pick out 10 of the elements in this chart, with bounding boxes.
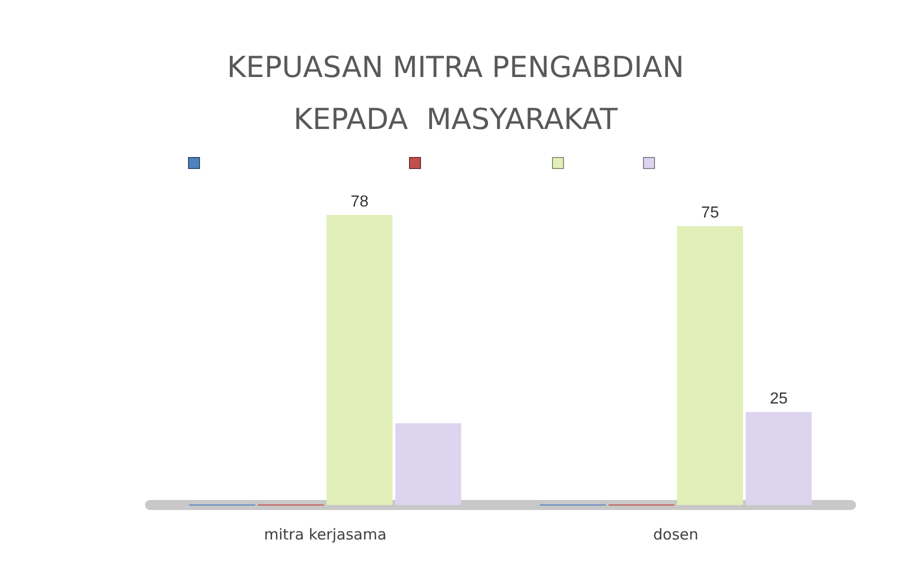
bar xyxy=(677,226,744,505)
x-tick-label: dosen xyxy=(653,526,698,544)
chart-title: KEPUASAN MITRA PENGABDIAN KEPADA MASYARAKAT xyxy=(226,50,684,136)
data-label: 25 xyxy=(770,390,788,408)
x-tick-label: mitra kerjasama xyxy=(264,526,387,544)
data-label: 75 xyxy=(701,204,720,222)
bar xyxy=(395,423,462,505)
bar xyxy=(746,412,812,505)
bar xyxy=(326,215,393,505)
data-label: 78 xyxy=(350,194,369,210)
